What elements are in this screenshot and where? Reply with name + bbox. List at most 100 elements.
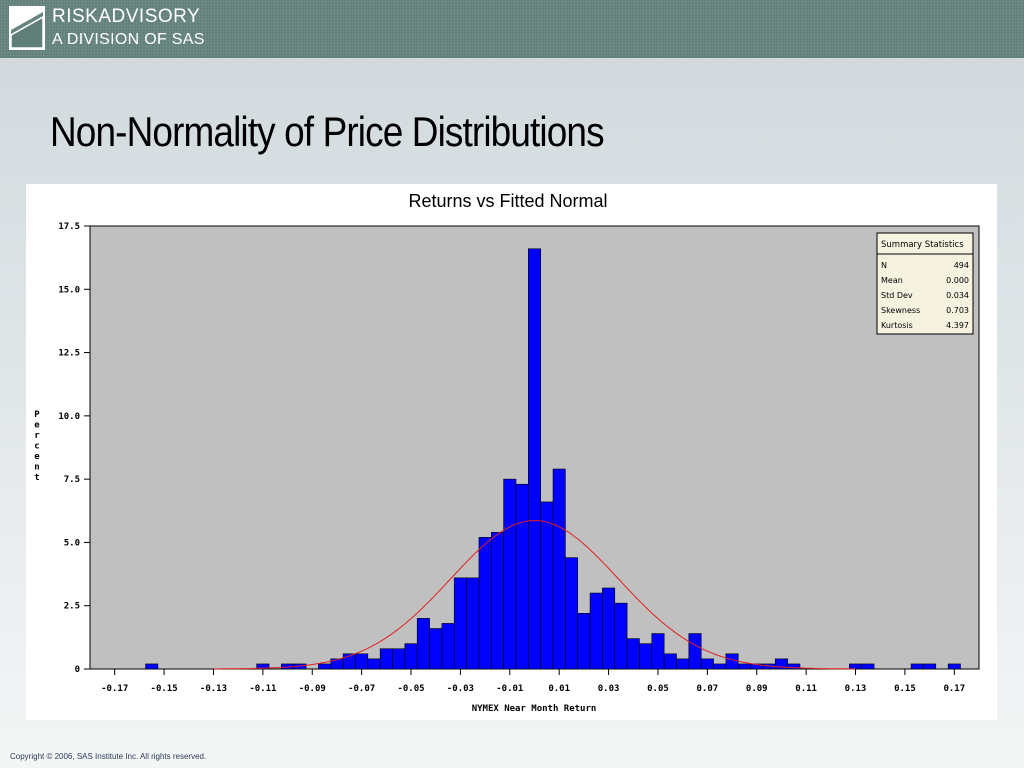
y-tick-label: 12.5 — [58, 349, 80, 359]
histogram-bar — [552, 468, 566, 670]
x-tick-label: 0.07 — [697, 684, 719, 694]
y-axis-label-letter: e — [34, 452, 40, 462]
histogram-bar — [577, 613, 591, 670]
footer-copyright: Copyright © 2006, SAS Institute Inc. All… — [10, 752, 207, 761]
x-tick-label: -0.13 — [200, 684, 227, 694]
y-tick-label: 5.0 — [64, 538, 80, 548]
histogram-bar — [416, 618, 430, 670]
histogram-bar — [367, 658, 381, 670]
histogram-bar — [737, 663, 751, 670]
histogram-bar — [700, 658, 714, 670]
histogram-bar — [466, 577, 480, 670]
histogram-bar — [404, 643, 418, 670]
histogram-bar — [503, 478, 517, 670]
histogram-bar — [923, 663, 937, 670]
x-axis-label: NYMEX Near Month Return — [472, 704, 597, 714]
histogram-bar — [429, 628, 443, 670]
y-tick-label: 0 — [75, 665, 80, 675]
summary-statistics-frame — [876, 232, 974, 335]
histogram-bar — [787, 663, 801, 670]
x-tick-label: -0.07 — [348, 684, 375, 694]
x-tick-label: 0.03 — [598, 684, 620, 694]
x-tick-label: 0.15 — [894, 684, 916, 694]
x-tick-label: -0.15 — [151, 684, 178, 694]
stat-value: 0.034 — [946, 291, 969, 300]
y-tick-label: 10.0 — [58, 412, 80, 422]
histogram-bar — [861, 663, 875, 670]
histogram-bar — [318, 663, 332, 670]
histogram-bar — [663, 653, 677, 670]
stat-label: N — [881, 261, 887, 270]
histogram-bar — [515, 483, 529, 670]
logo-mark-icon — [9, 6, 45, 50]
y-tick-label: 2.5 — [64, 602, 80, 612]
histogram-bar — [441, 623, 455, 670]
stat-value: 494 — [954, 261, 969, 270]
histogram-bar — [490, 531, 504, 670]
histogram-bar — [676, 658, 690, 670]
histogram-bar — [145, 663, 159, 670]
histogram-bar — [651, 633, 665, 670]
histogram-bar — [379, 648, 393, 670]
x-tick-label: 0.11 — [795, 684, 817, 694]
chart-panel: Returns vs Fitted Normal -0.17 -0.15 -0.13… — [26, 184, 997, 720]
histogram-bar — [713, 663, 727, 670]
slide-title: Non-Normality of Price Distributions — [50, 108, 605, 155]
histogram-bar — [626, 638, 640, 670]
y-tick-label: 17.5 — [58, 222, 80, 232]
x-tick-label: 0.05 — [647, 684, 669, 694]
histogram-bar — [528, 248, 541, 670]
histogram-bar — [453, 577, 467, 670]
x-tick-label: 0.09 — [746, 684, 768, 694]
histogram-bar — [589, 592, 603, 670]
histogram-bar — [540, 501, 554, 670]
fitted-normal-curve — [213, 519, 856, 670]
summary-statistics-title: Summary Statistics — [881, 240, 964, 250]
histogram-bar — [849, 663, 862, 670]
histogram-bar — [614, 602, 628, 670]
histogram-bar — [910, 663, 924, 670]
axes: -0.17 -0.15 -0.13 -0.11 -0.09 -0.07 -0.05 -0.03… — [58, 222, 965, 694]
x-tick-label: -0.03 — [447, 684, 474, 694]
stat-label: Mean — [881, 276, 903, 285]
histogram-bar — [602, 587, 616, 670]
chart-title: Returns vs Fitted Normal — [408, 191, 607, 211]
y-tick-label: 7.5 — [64, 475, 80, 485]
stat-value: 0.000 — [946, 276, 969, 285]
histogram-bar — [947, 663, 961, 670]
stat-label: Skewness — [881, 306, 920, 315]
histogram-bar — [565, 557, 579, 670]
y-axis-label-letter: c — [34, 442, 39, 452]
histogram-bar — [725, 653, 739, 670]
histogram-bars — [145, 248, 961, 670]
x-tick-label: 0.17 — [943, 684, 965, 694]
histogram-bar — [639, 643, 653, 670]
x-tick-label: -0.11 — [249, 684, 276, 694]
logo-text-brand: RISKADVISORY — [52, 6, 201, 27]
stat-label: Kurtosis — [881, 321, 913, 330]
x-tick-label: 0.01 — [548, 684, 570, 694]
x-tick-label: -0.17 — [101, 684, 128, 694]
y-axis-label-letter: e — [34, 421, 40, 431]
stat-label: Std Dev — [881, 291, 913, 300]
y-axis-label-letter: t — [34, 473, 39, 483]
summary-statistics-box: Summary Statistics N 494 Mean 0.000 Std Dev 0.… — [876, 232, 974, 335]
histogram-chart: Returns vs Fitted Normal -0.17 -0.15 -0.13… — [34, 191, 980, 714]
y-axis-label-letter: P — [34, 410, 40, 420]
x-tick-label: -0.01 — [496, 684, 523, 694]
stat-value: 0.703 — [946, 306, 969, 315]
histogram-bar — [392, 648, 406, 670]
histogram-bar — [478, 537, 492, 670]
header-banner: RISKADVISORY A DIVISION OF SAS — [0, 0, 1024, 58]
y-tick-label: 15.0 — [58, 285, 80, 295]
logo-text-division: A DIVISION OF SAS — [52, 31, 205, 48]
histogram-bar — [355, 653, 369, 670]
histogram-bar — [688, 633, 702, 670]
y-axis-label-letter: r — [34, 431, 40, 441]
x-tick-label: -0.05 — [397, 684, 424, 694]
x-tick-label: -0.09 — [299, 684, 326, 694]
x-tick-label: 0.13 — [845, 684, 867, 694]
y-axis-label-letter: n — [34, 463, 39, 473]
stat-value: 4.397 — [946, 321, 969, 330]
